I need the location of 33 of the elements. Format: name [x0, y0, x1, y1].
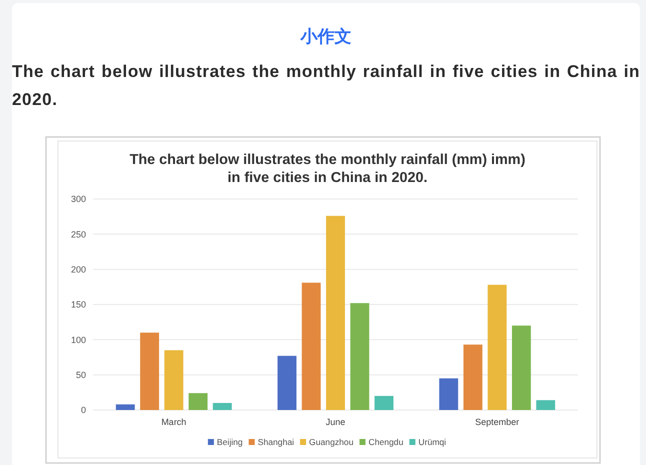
legend-label: Guangzhou — [309, 437, 354, 447]
x-tick-label: March — [161, 417, 186, 427]
y-tick-label: 300 — [70, 194, 86, 204]
x-tick-label: September — [475, 417, 520, 427]
bar — [164, 350, 184, 410]
y-tick-label: 0 — [80, 405, 86, 416]
bar — [536, 400, 556, 410]
bar — [439, 378, 458, 410]
bar — [212, 402, 232, 410]
bar — [278, 356, 296, 410]
y-tick-label: 200 — [70, 264, 86, 275]
bar — [463, 344, 482, 410]
x-tick-label: June — [326, 417, 346, 427]
bar — [350, 303, 370, 410]
bar — [188, 393, 208, 410]
bar — [488, 284, 507, 410]
bar — [302, 282, 321, 410]
y-tick-label: 250 — [70, 229, 86, 240]
y-tick-label: 100 — [70, 334, 86, 345]
y-tick-label: 150 — [70, 300, 86, 310]
legend-label: Shanghai — [258, 437, 294, 447]
bar — [374, 396, 394, 410]
bar — [512, 326, 531, 410]
y-tick-label: 50 — [76, 370, 86, 380]
text: 小作文 — [299, 26, 352, 49]
chart-title: The chart below illustrates the monthly rainfall (mm) imm) in five cities in China in 2020. — [128, 151, 526, 187]
bar — [140, 332, 160, 410]
legend-label: Beijing — [216, 437, 243, 447]
legend-label: Chengdu — [368, 437, 404, 447]
text: The chart below illustrates the monthly rainfall in five cities in China in 2020. — [12, 61, 640, 111]
bar — [116, 404, 135, 410]
bar — [326, 216, 345, 410]
legend-label: Urümqi — [418, 437, 446, 447]
